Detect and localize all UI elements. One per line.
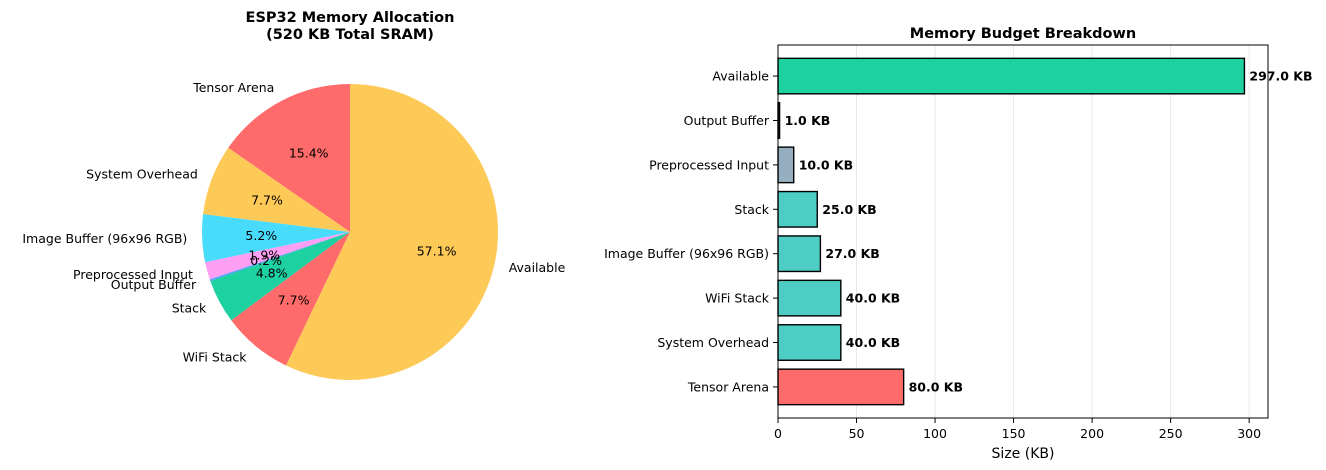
bar-wifi-stack xyxy=(777,279,842,317)
pie-slice-output-buffer xyxy=(209,232,350,282)
pie-slice-available xyxy=(286,84,499,380)
y-tick-label-image-buffer-96x96-rgb: Image Buffer (96x96 RGB) xyxy=(604,246,769,261)
x-tick-label: 0 xyxy=(774,426,782,441)
y-tick-label-output-buffer: Output Buffer xyxy=(684,113,770,128)
bar-system-overhead xyxy=(777,324,842,361)
bar-value-label-preprocessed-input: 10.0 KB xyxy=(799,157,853,172)
pie-label-preprocessed-input: Preprocessed Input xyxy=(73,267,193,282)
bar-bars: 80.0 KB 40.0 KB 40.0 KB 27.0 KB 25.0 KB 10.0 … xyxy=(777,57,1313,406)
pie-labels: Tensor Arena 15.4% System Overhead 7.7% Imag… xyxy=(22,80,565,365)
pie-label-image-buffer-96x96-rgb: Image Buffer (96x96 RGB) xyxy=(22,231,187,246)
bar-x-axis-label: Size (KB) xyxy=(992,446,1055,462)
pie-chart-title: ESP32 Memory Allocation (520 KB Total SRA… xyxy=(246,10,455,43)
bar-plot-frame xyxy=(777,44,1269,419)
bar-image-buffer-96x96-rgb xyxy=(777,235,822,273)
bar-stack xyxy=(777,190,818,228)
y-tick-label-tensor-arena: Tensor Arena xyxy=(687,379,769,394)
x-tick-label: 50 xyxy=(849,426,865,441)
pie-slice-preprocessed-input xyxy=(205,232,350,280)
pie-slice-stack xyxy=(210,232,350,321)
pie-percent-output-buffer: 0.2% xyxy=(250,253,282,268)
y-tick-label-wifi-stack: WiFi Stack xyxy=(705,291,770,306)
bar-chart-title: Memory Budget Breakdown xyxy=(910,26,1136,42)
bar-gridlines xyxy=(777,45,1250,418)
bar-available xyxy=(777,57,1246,95)
pie-chart: ESP32 Memory Allocation (520 KB Total SRA… xyxy=(22,10,566,380)
pie-percent-tensor-arena: 15.4% xyxy=(289,145,329,160)
pie-label-wifi-stack: WiFi Stack xyxy=(183,350,248,365)
pie-percent-image-buffer-96x96-rgb: 5.2% xyxy=(245,228,277,243)
pie-slice-wifi-stack xyxy=(231,232,350,366)
y-tick-label-preprocessed-input: Preprocessed Input xyxy=(649,157,769,172)
bar-tensor-arena xyxy=(777,368,905,406)
x-tick-label: 100 xyxy=(923,426,947,441)
x-tick-label: 200 xyxy=(1080,426,1104,441)
bar-value-label-stack: 25.0 KB xyxy=(822,202,876,217)
pie-slice-image-buffer-96x96-rgb xyxy=(201,214,350,263)
pie-percent-preprocessed-input: 1.9% xyxy=(248,247,280,262)
pie-slice-tensor-arena xyxy=(228,84,350,232)
pie-label-system-overhead: System Overhead xyxy=(86,166,198,181)
bar-value-label-tensor-arena: 80.0 KB xyxy=(909,379,963,394)
bar-value-label-output-buffer: 1.0 KB xyxy=(785,113,831,128)
x-tick-label: 250 xyxy=(1159,426,1183,441)
y-tick-label-system-overhead: System Overhead xyxy=(657,335,769,350)
pie-percent-wifi-stack: 7.7% xyxy=(278,293,310,308)
x-tick-label: 300 xyxy=(1237,426,1261,441)
pie-label-output-buffer: Output Buffer xyxy=(111,277,197,292)
bar-chart: Memory Budget Breakdown 80.0 KB 40.0 KB 40… xyxy=(604,26,1312,462)
pie-slices xyxy=(201,84,499,380)
y-tick-label-stack: Stack xyxy=(734,202,769,217)
bar-value-label-available: 297.0 KB xyxy=(1249,69,1312,84)
y-tick-label-available: Available xyxy=(712,69,769,84)
bar-preprocessed-input xyxy=(777,146,795,184)
pie-label-tensor-arena: Tensor Arena xyxy=(192,80,274,95)
pie-title-line: (520 KB Total SRAM) xyxy=(266,27,434,43)
pie-percent-stack: 4.8% xyxy=(256,266,288,281)
bar-value-label-system-overhead: 40.0 KB xyxy=(846,335,900,350)
pie-label-stack: Stack xyxy=(172,301,207,316)
pie-percent-available: 57.1% xyxy=(417,244,457,259)
pie-percent-system-overhead: 7.7% xyxy=(251,193,283,208)
x-tick-label: 150 xyxy=(1002,426,1026,441)
bar-value-label-image-buffer-96x96-rgb: 27.0 KB xyxy=(825,246,879,261)
pie-label-available: Available xyxy=(509,260,566,275)
pie-title-line: ESP32 Memory Allocation xyxy=(246,10,455,26)
bar-axes: 0 50 100 150 200 250 300 Tensor Arena System Ove… xyxy=(604,44,1269,441)
pie-slice-system-overhead xyxy=(203,147,350,232)
bar-value-label-wifi-stack: 40.0 KB xyxy=(846,291,900,306)
